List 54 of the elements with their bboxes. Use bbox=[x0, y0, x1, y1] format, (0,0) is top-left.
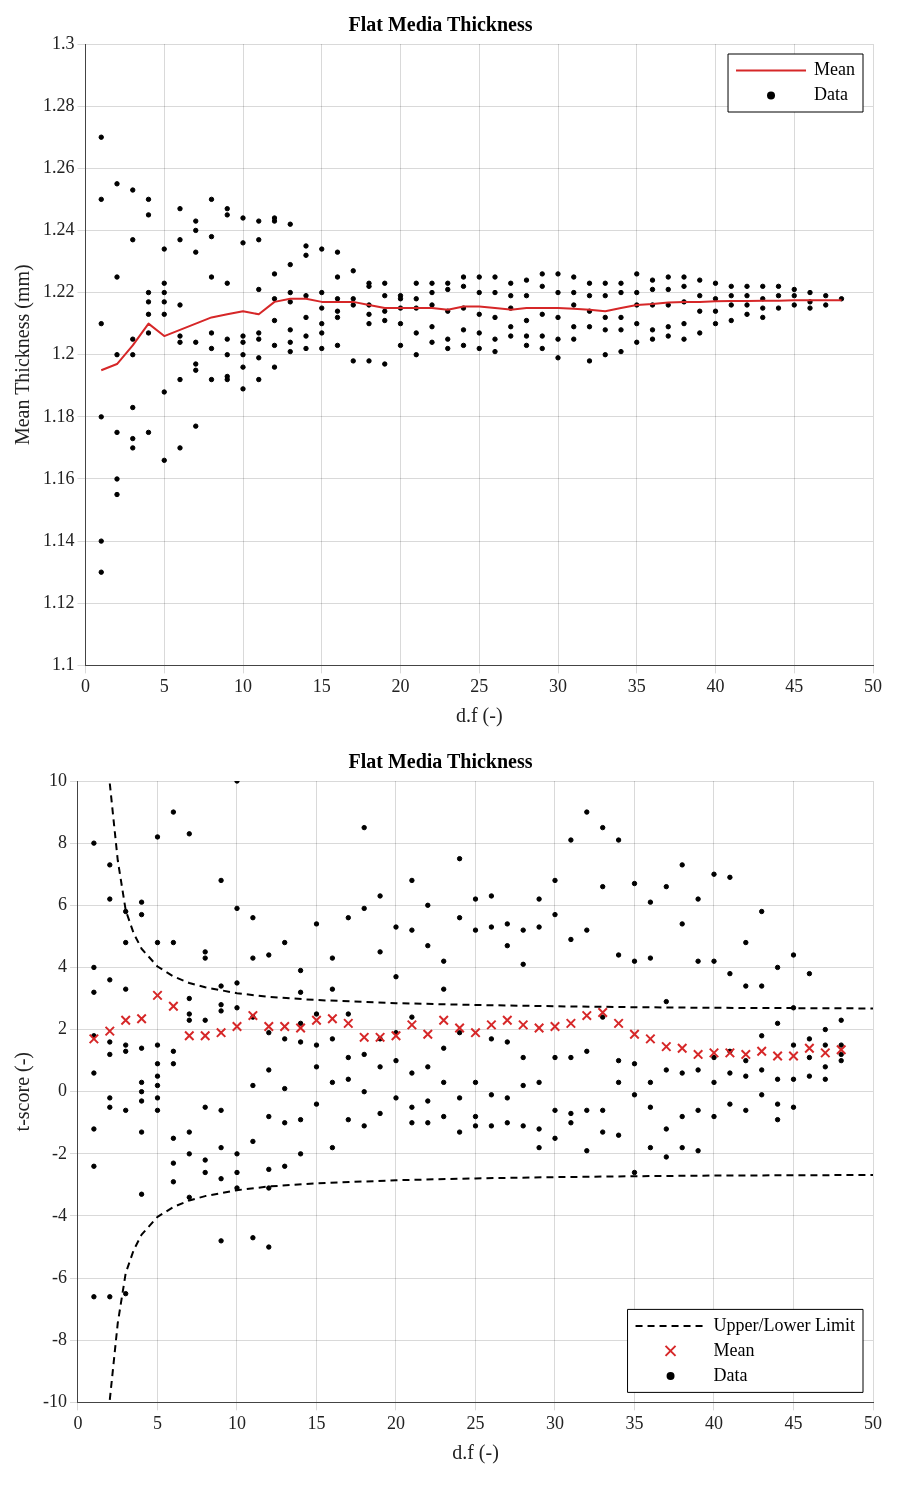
y-tick-label: 1.18 bbox=[43, 405, 75, 426]
x-tick-label: 40 bbox=[706, 675, 725, 696]
legend-label: Data bbox=[814, 84, 849, 105]
y-tick-label: 1.1 bbox=[52, 654, 75, 675]
y-tick-label: 10 bbox=[48, 769, 67, 790]
y-tick-label: 0 bbox=[57, 1080, 67, 1101]
x-tick-label: 20 bbox=[391, 675, 410, 696]
x-tick-label: 10 bbox=[228, 1412, 246, 1433]
x-tick-label: 45 bbox=[785, 675, 804, 696]
y-tick-label: -8 bbox=[51, 1328, 67, 1349]
y-tick-label: -2 bbox=[51, 1142, 67, 1163]
x-tick-label: 50 bbox=[864, 1412, 882, 1433]
y-tick-label: 6 bbox=[57, 894, 67, 915]
x-axis-title: d.f (-) bbox=[455, 704, 503, 728]
x-tick-label: 20 bbox=[387, 1412, 405, 1433]
x-tick-label: 0 bbox=[81, 675, 90, 696]
y-tick-label: 4 bbox=[57, 956, 67, 977]
x-tick-label: 40 bbox=[705, 1412, 723, 1433]
legend-label: Upper/Lower Limit bbox=[713, 1314, 856, 1335]
x-tick-label: 5 bbox=[159, 675, 169, 696]
x-tick-label: 25 bbox=[470, 675, 489, 696]
legend-label: Mean bbox=[814, 59, 855, 80]
y-tick-label: 1.2 bbox=[52, 343, 75, 364]
x-tick-label: 5 bbox=[152, 1412, 162, 1433]
y-tick-label: 1.24 bbox=[43, 219, 75, 240]
y-tick-label: -6 bbox=[51, 1266, 67, 1287]
x-tick-label: 30 bbox=[546, 1412, 564, 1433]
y-axis-title: Mean Thickness (mm) bbox=[11, 264, 35, 446]
y-tick-label: 1.26 bbox=[43, 157, 75, 178]
y-tick-label: 1.12 bbox=[43, 591, 75, 612]
x-tick-label: 25 bbox=[466, 1412, 485, 1433]
y-axis-title: t-score (-) bbox=[11, 1052, 35, 1132]
x-axis-title: d.f (-) bbox=[452, 1441, 499, 1465]
x-tick-label: 35 bbox=[627, 675, 646, 696]
y-tick-label: 1.3 bbox=[52, 32, 75, 53]
y-tick-label: 1.22 bbox=[43, 281, 75, 302]
y-tick-label: 1.14 bbox=[43, 529, 75, 550]
y-tick-label: 8 bbox=[57, 831, 67, 852]
y-tick-label: 2 bbox=[57, 1018, 67, 1039]
chart-title: Flat Media Thickness bbox=[348, 750, 533, 773]
y-tick-label: -4 bbox=[51, 1204, 67, 1225]
x-tick-label: 35 bbox=[625, 1412, 644, 1433]
y-tick-label: -10 bbox=[42, 1391, 67, 1412]
chart-title: Flat Media Thickness bbox=[348, 13, 533, 36]
y-tick-label: 1.16 bbox=[43, 467, 75, 488]
y-tick-label: 1.28 bbox=[43, 94, 75, 115]
x-tick-label: 15 bbox=[312, 675, 331, 696]
x-tick-label: 50 bbox=[864, 675, 882, 696]
legend-label: Mean bbox=[713, 1339, 755, 1360]
legend-label: Data bbox=[713, 1364, 748, 1385]
x-tick-label: 30 bbox=[549, 675, 567, 696]
x-tick-label: 10 bbox=[234, 675, 252, 696]
x-tick-label: 15 bbox=[307, 1412, 326, 1433]
x-tick-label: 45 bbox=[784, 1412, 803, 1433]
